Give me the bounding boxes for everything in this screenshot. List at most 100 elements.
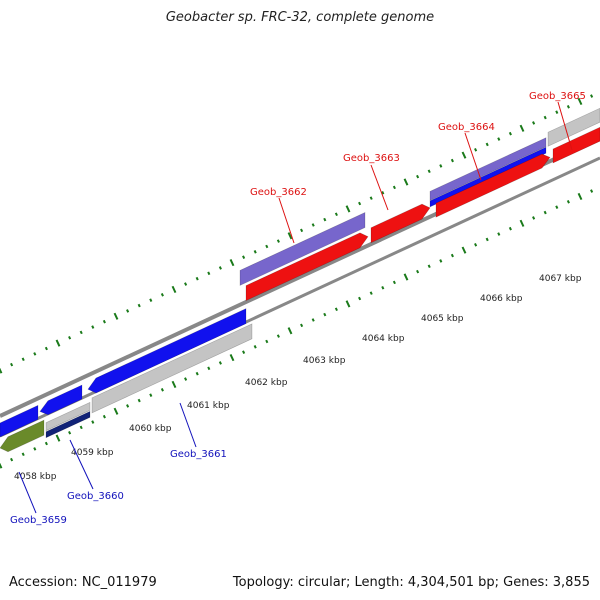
map-title: Geobacter sp. FRC-32, complete genome [165,10,435,25]
tick-mark [555,110,559,114]
tick-mark [358,296,362,301]
tick-mark [276,239,280,243]
reverse-cds-arrow [0,404,39,438]
tick-mark [242,350,246,354]
genome-summary: Topology: circular; Length: 4,304,501 bp… [232,575,590,590]
tick-mark [334,212,338,217]
tick-mark [184,282,188,286]
tick-mark [369,196,373,200]
tick-mark [207,366,211,371]
tick-mark [381,190,385,195]
tick-mark [300,323,304,328]
tick-mark [577,192,583,201]
tick-mark [497,232,501,236]
accession-label: Accession: NC_011979 [9,575,157,590]
tick-mark [543,210,547,215]
tick-mark [474,148,478,152]
tick-mark [91,325,95,329]
tick-mark [519,219,525,227]
tick-mark [253,345,257,349]
tick-mark [207,271,211,276]
scale-label-group: 4058 kbp 4059 kbp 4060 kbp 4061 kbp 4062… [14,274,582,482]
tick-mark [508,226,512,231]
reverse-feature-bar [91,323,253,414]
tick-mark [171,380,177,389]
tick-mark [450,158,454,163]
gene-label-geob-3665: Geob_3665 [529,91,586,102]
tick-mark [102,319,106,324]
reverse-cds-arrow [39,384,83,416]
tick-mark [21,357,25,362]
tick-mark [311,318,315,322]
tick-mark [102,414,106,419]
tick-mark [345,300,351,308]
tick-mark [137,303,141,308]
tick-mark [195,371,199,376]
tick-mark [427,169,431,174]
tick-mark [532,121,536,125]
tick-mark [0,367,3,374]
tick-mark [427,264,431,269]
gene-label-geob-3661: Geob_3661 [170,449,227,460]
tick-mark [403,273,409,281]
tick-mark [126,309,130,313]
tick-mark [590,94,594,98]
tick-mark [381,285,385,290]
scale-label: 4060 kbp [129,424,172,434]
tick-mark [242,255,246,259]
tick-mark [311,223,315,227]
tick-mark [253,250,257,254]
tick-mark [532,216,536,220]
reverse-feature-bar [45,401,91,432]
tick-mark [287,232,293,240]
tick-mark [334,307,338,312]
forward-cds-arrow [245,232,369,302]
tick-mark [44,346,48,351]
tick-mark [0,462,3,469]
tick-mark [126,404,130,408]
feature-group [0,107,600,453]
tick-mark [287,327,293,335]
tick-mark [508,131,512,136]
tick-mark [461,246,467,254]
gene-label-geob-3662: Geob_3662 [250,187,307,198]
gene-label-geob-3663: Geob_3663 [343,153,400,164]
outer-tick-row [0,94,594,374]
gene-label-group: Geob_3659 Geob_3660 Geob_3661 Geob_3662 … [10,91,586,526]
reverse-feature-bar [0,419,45,453]
tick-mark [33,447,37,451]
tick-mark [358,201,362,206]
tick-mark [149,298,153,302]
tick-mark [497,137,501,141]
tick-mark [566,105,570,109]
tick-mark [113,312,119,320]
tick-mark [300,228,304,233]
forward-feature-bar [239,212,366,286]
reverse-cds-arrow [87,308,247,394]
tick-mark [543,115,547,120]
tick-mark [149,393,153,397]
tick-mark [160,388,164,392]
gene-label-pointer [179,402,197,448]
tick-mark [68,430,72,435]
gene-label-geob-3664: Geob_3664 [438,122,495,133]
tick-mark [21,452,25,457]
gene-label-pointer [69,439,94,490]
reverse-feature-bar [45,410,91,439]
tick-mark [416,174,420,179]
tick-mark [392,280,396,285]
tick-mark [91,420,95,424]
tick-mark [195,276,199,281]
tick-mark [416,269,420,274]
tick-mark [160,293,164,297]
scale-label: 4067 kbp [539,274,582,284]
scale-label: 4063 kbp [303,356,346,366]
tick-mark [323,217,327,222]
tick-mark [345,205,351,213]
gene-label-pointer [278,197,295,244]
inner-tick-row [0,189,594,469]
tick-mark [55,339,61,347]
tick-mark [392,185,396,190]
tick-mark [566,200,570,204]
gene-label-pointer [557,101,573,151]
